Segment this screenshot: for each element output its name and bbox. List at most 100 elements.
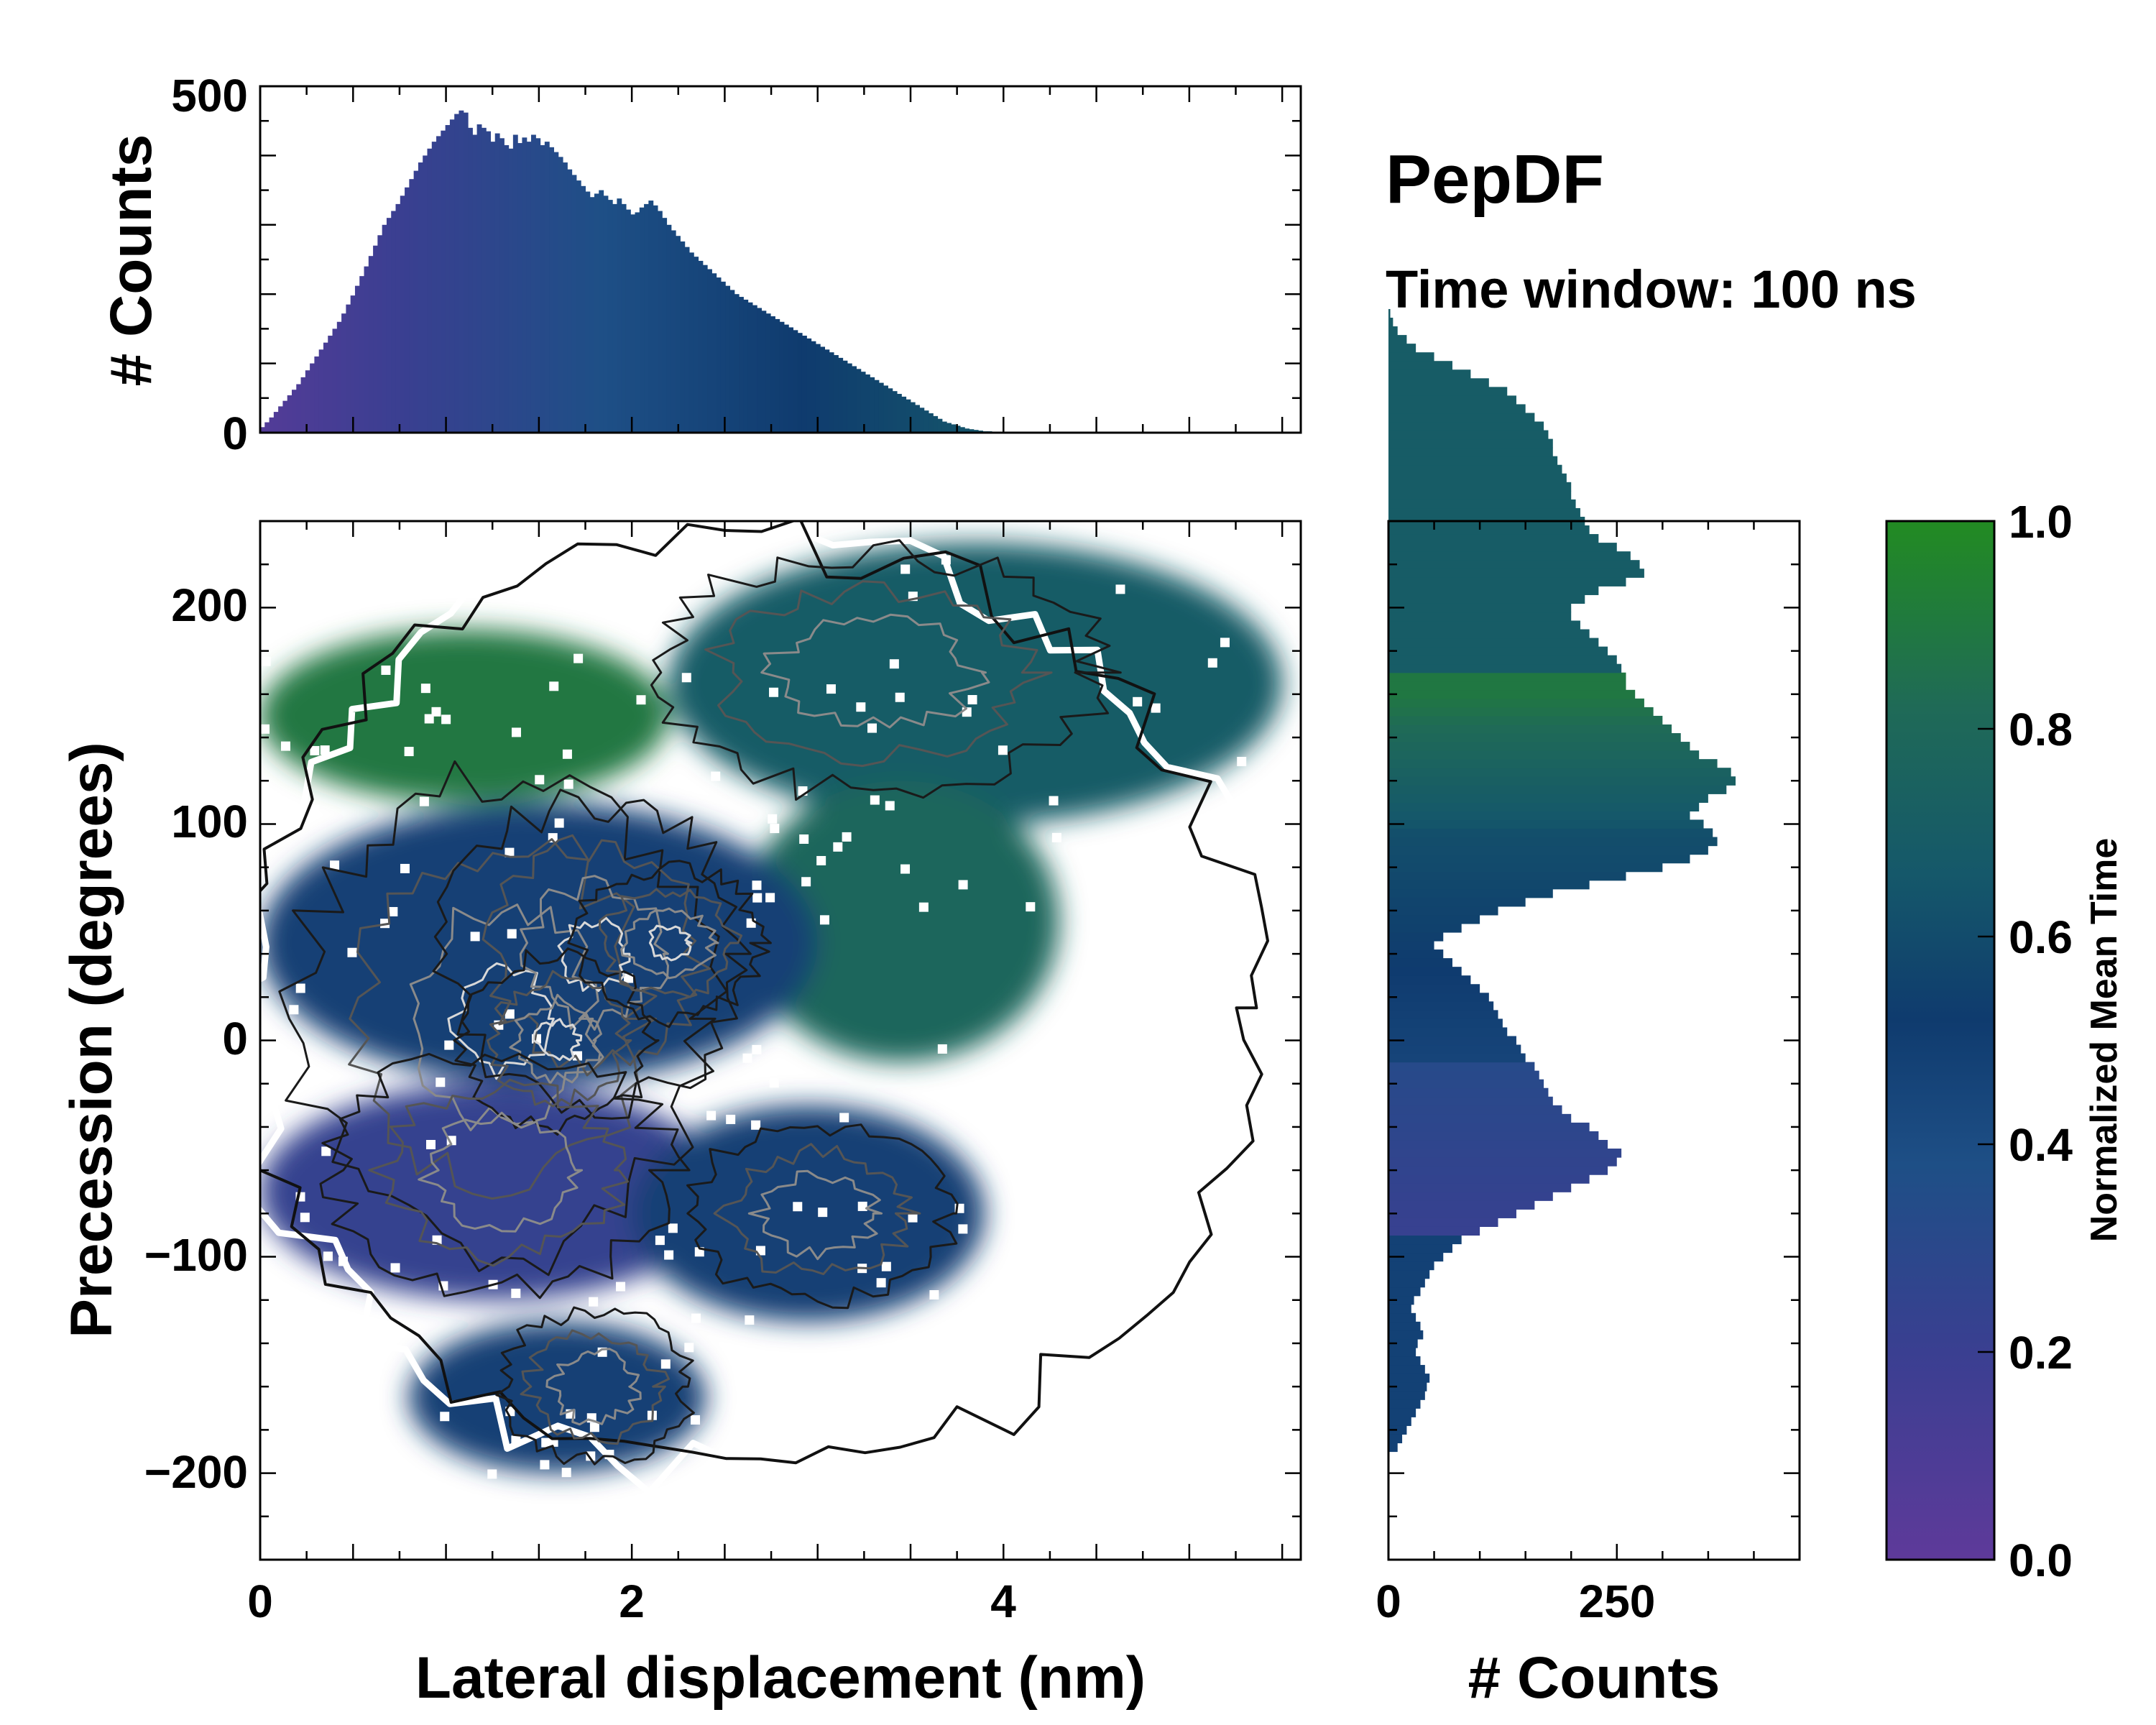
side-histogram-bar bbox=[1388, 958, 1452, 967]
side-histogram-bar bbox=[1388, 1070, 1539, 1080]
side-histogram-bar bbox=[1388, 447, 1553, 457]
top-histogram-bar bbox=[296, 384, 302, 433]
top-histogram-bar bbox=[783, 324, 789, 433]
top-histogram-bar bbox=[888, 388, 893, 433]
top-histogram-bar bbox=[761, 310, 767, 433]
top-histogram-bar bbox=[544, 142, 550, 433]
top-histogram-bar bbox=[720, 281, 726, 433]
top-histogram-bar bbox=[653, 205, 658, 433]
top-histogram-bar bbox=[896, 394, 902, 433]
top-histogram-bar bbox=[562, 162, 568, 433]
top-histogram-bar bbox=[350, 295, 356, 433]
side-histogram-bar bbox=[1388, 1079, 1544, 1089]
top-histogram-bar bbox=[959, 427, 965, 433]
top-histogram-ticks bbox=[259, 85, 1301, 434]
heatmap-empty-bin bbox=[1207, 658, 1217, 668]
heatmap-empty-bin bbox=[636, 695, 646, 705]
side-histogram-bar bbox=[1388, 655, 1617, 665]
heatmap-empty-bin bbox=[295, 983, 305, 993]
side-histogram-bar bbox=[1388, 663, 1622, 673]
side-histogram-bar bbox=[1388, 1417, 1411, 1426]
heatmap-empty-bin bbox=[280, 741, 290, 751]
top-histogram-bar bbox=[625, 209, 631, 433]
top-histogram-bar bbox=[775, 318, 780, 433]
heatmap-contour-line bbox=[260, 521, 1269, 1465]
heatmap-empty-bin bbox=[420, 684, 430, 694]
side-histogram-bar bbox=[1388, 586, 1599, 595]
side-histogram-bar bbox=[1388, 1443, 1398, 1453]
top-histogram-bar bbox=[581, 185, 586, 433]
top-histogram-bar bbox=[770, 316, 775, 433]
top-histogram-bar bbox=[648, 201, 654, 433]
side-histogram-bar bbox=[1388, 1139, 1608, 1149]
heatmap-contour-line bbox=[557, 916, 631, 993]
heatmap-empty-bin bbox=[540, 1460, 550, 1470]
side-histogram-bar bbox=[1388, 1243, 1452, 1254]
heatmap-empty-bin bbox=[1026, 902, 1036, 912]
side-histogram-bar bbox=[1388, 811, 1690, 821]
top-histogram-bar bbox=[694, 257, 699, 433]
top-histogram-bar bbox=[806, 338, 812, 433]
annotation-subtitle: Time window: 100 ns bbox=[1386, 259, 1917, 319]
heatmap-empty-bin bbox=[549, 681, 559, 691]
side-histogram-bar bbox=[1388, 854, 1690, 864]
top-histogram-bar bbox=[955, 426, 961, 433]
heatmap-empty-bin bbox=[691, 1313, 701, 1323]
side-x-axis-title: # Counts bbox=[1468, 1645, 1720, 1711]
heatmap-empty-bins bbox=[260, 551, 1255, 1479]
side-histogram-bar bbox=[1388, 923, 1462, 933]
side-histogram-bar bbox=[1388, 1408, 1416, 1417]
side-histogram-bar bbox=[1388, 672, 1626, 682]
top-histogram-bar bbox=[328, 336, 333, 433]
heatmap-empty-bin bbox=[929, 1290, 939, 1300]
top-histogram-bar bbox=[494, 133, 500, 433]
top-histogram-bar bbox=[549, 147, 555, 433]
top-histogram-bar bbox=[526, 142, 532, 433]
heatmap-empty-bin bbox=[535, 775, 545, 785]
top-histogram-bar bbox=[504, 144, 510, 433]
heatmap-empty-bin bbox=[770, 824, 780, 834]
side-histogram-bar bbox=[1388, 1434, 1403, 1444]
top-histogram-bar bbox=[291, 390, 297, 433]
side-histogram-bar bbox=[1388, 1382, 1427, 1392]
side-histogram-bar bbox=[1388, 352, 1434, 362]
heatmap-empty-bin bbox=[1245, 551, 1255, 561]
top-histogram-bar bbox=[752, 305, 757, 433]
heatmap-empty-bin bbox=[801, 877, 811, 887]
top-histogram-bar bbox=[883, 385, 888, 433]
side-histogram-bar bbox=[1388, 594, 1585, 604]
side-histogram-bar bbox=[1388, 1027, 1508, 1037]
top-histogram-bar bbox=[901, 396, 907, 433]
main-heatmap: 0 2 4 200 100 0 −100 −200 Lateral displa… bbox=[59, 520, 1302, 1711]
top-histogram-bar bbox=[757, 308, 763, 433]
top-y-tick-0: 0 bbox=[222, 408, 248, 459]
heatmap-empty-bin bbox=[1115, 584, 1125, 594]
side-histogram-bar bbox=[1388, 569, 1644, 578]
side-histogram-bar bbox=[1388, 715, 1663, 725]
side-histogram-bar bbox=[1388, 1096, 1553, 1106]
heatmap-empty-bin bbox=[436, 1077, 446, 1087]
colorbar-tick-0-2: 0.2 bbox=[2009, 1327, 2073, 1379]
heatmap-contour-line bbox=[495, 1306, 695, 1466]
top-histogram-bar bbox=[436, 136, 441, 433]
side-histogram-bar bbox=[1388, 499, 1576, 509]
side-histogram-bar bbox=[1388, 724, 1672, 734]
top-histogram-bar bbox=[535, 138, 541, 433]
side-histogram: 0 250 # Counts bbox=[1376, 308, 1801, 1711]
heatmap-empty-bin bbox=[323, 1251, 333, 1261]
heatmap-contour-line bbox=[686, 1123, 959, 1310]
side-histogram-bar bbox=[1388, 819, 1704, 829]
heatmap-empty-bin bbox=[655, 1236, 665, 1246]
side-histogram-bar bbox=[1388, 318, 1393, 327]
colorbar-ticks bbox=[1978, 520, 1994, 1561]
heatmap-empty-bin bbox=[681, 673, 691, 683]
top-histogram-bar bbox=[300, 377, 306, 433]
top-histogram-bar bbox=[743, 299, 749, 433]
heatmap-empty-bin bbox=[573, 1051, 583, 1061]
top-histogram-bar bbox=[359, 276, 365, 433]
annotation-title: PepDF bbox=[1386, 141, 1604, 218]
side-histogram-bar bbox=[1388, 1295, 1414, 1305]
top-histogram-bar bbox=[671, 230, 676, 433]
top-histogram-bar bbox=[829, 352, 834, 433]
side-histogram-bar bbox=[1388, 638, 1599, 648]
